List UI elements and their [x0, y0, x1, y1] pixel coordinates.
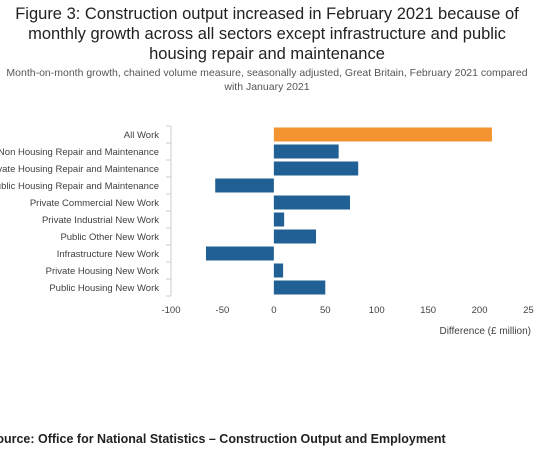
category-label: Non Housing Repair and Maintenance — [0, 147, 159, 158]
bar — [273, 212, 285, 227]
x-tick-label: 150 — [420, 305, 436, 316]
bar — [215, 178, 274, 193]
chart-source: Source: Office for National Statistics –… — [0, 432, 446, 446]
x-tick-label: 50 — [320, 305, 331, 316]
category-label: Private Industrial New Work — [42, 215, 159, 226]
bar — [205, 246, 274, 261]
bar — [273, 127, 492, 142]
labels-layer: All Work Non Housing Repair and Maintenan… — [0, 130, 534, 337]
category-label: Infrastructure New Work — [57, 249, 159, 260]
bar — [273, 195, 350, 210]
category-label: Public Housing New Work — [49, 283, 159, 294]
x-tick-label: 100 — [369, 305, 385, 316]
category-label: Private Commercial New Work — [30, 198, 159, 209]
x-tick-label: -100 — [161, 305, 180, 316]
source-footer: Source: Office for National Statistics –… — [0, 428, 534, 452]
x-axis-title: Difference (£ million) — [439, 326, 531, 337]
chart-subtitle: Month-on-month growth, chained volume me… — [6, 67, 528, 93]
category-label: Public Housing Repair and Maintenance — [0, 181, 159, 192]
category-label: Private Housing New Work — [46, 266, 160, 277]
x-tick-label: 0 — [271, 305, 276, 316]
chart-title: Figure 3: Construction output increased … — [15, 5, 519, 63]
category-label: Private Housing Repair and Maintenance — [0, 164, 159, 175]
x-tick-label: -50 — [216, 305, 230, 316]
bar — [273, 144, 339, 159]
axis-layer — [166, 125, 172, 297]
bar — [273, 161, 359, 176]
category-label: Public Other New Work — [60, 232, 159, 243]
bar — [273, 263, 284, 278]
bar — [273, 229, 317, 244]
bars-layer — [205, 127, 492, 295]
x-tick-label: 200 — [472, 305, 488, 316]
x-tick-label: 250 — [523, 305, 534, 316]
category-label: All Work — [124, 130, 159, 141]
bar — [273, 280, 326, 295]
